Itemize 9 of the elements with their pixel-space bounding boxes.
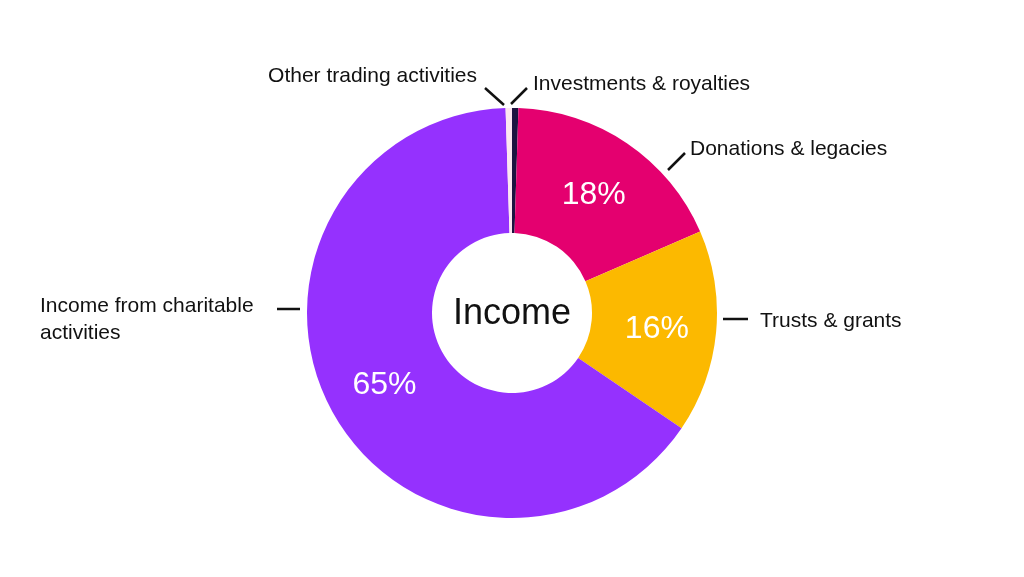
slice-label: Donations & legacies <box>690 135 888 159</box>
slice-label: Trusts & grants <box>760 307 902 331</box>
slice-label: Income from charitable activities <box>40 293 260 343</box>
slice-label: Investments & royalties <box>533 70 751 94</box>
text: Income <box>452 290 572 332</box>
data-label: 65% <box>352 365 417 402</box>
slice-label: Other trading activities <box>268 62 477 86</box>
data-label: 16% <box>624 308 689 345</box>
data-label: 18% <box>561 174 626 211</box>
